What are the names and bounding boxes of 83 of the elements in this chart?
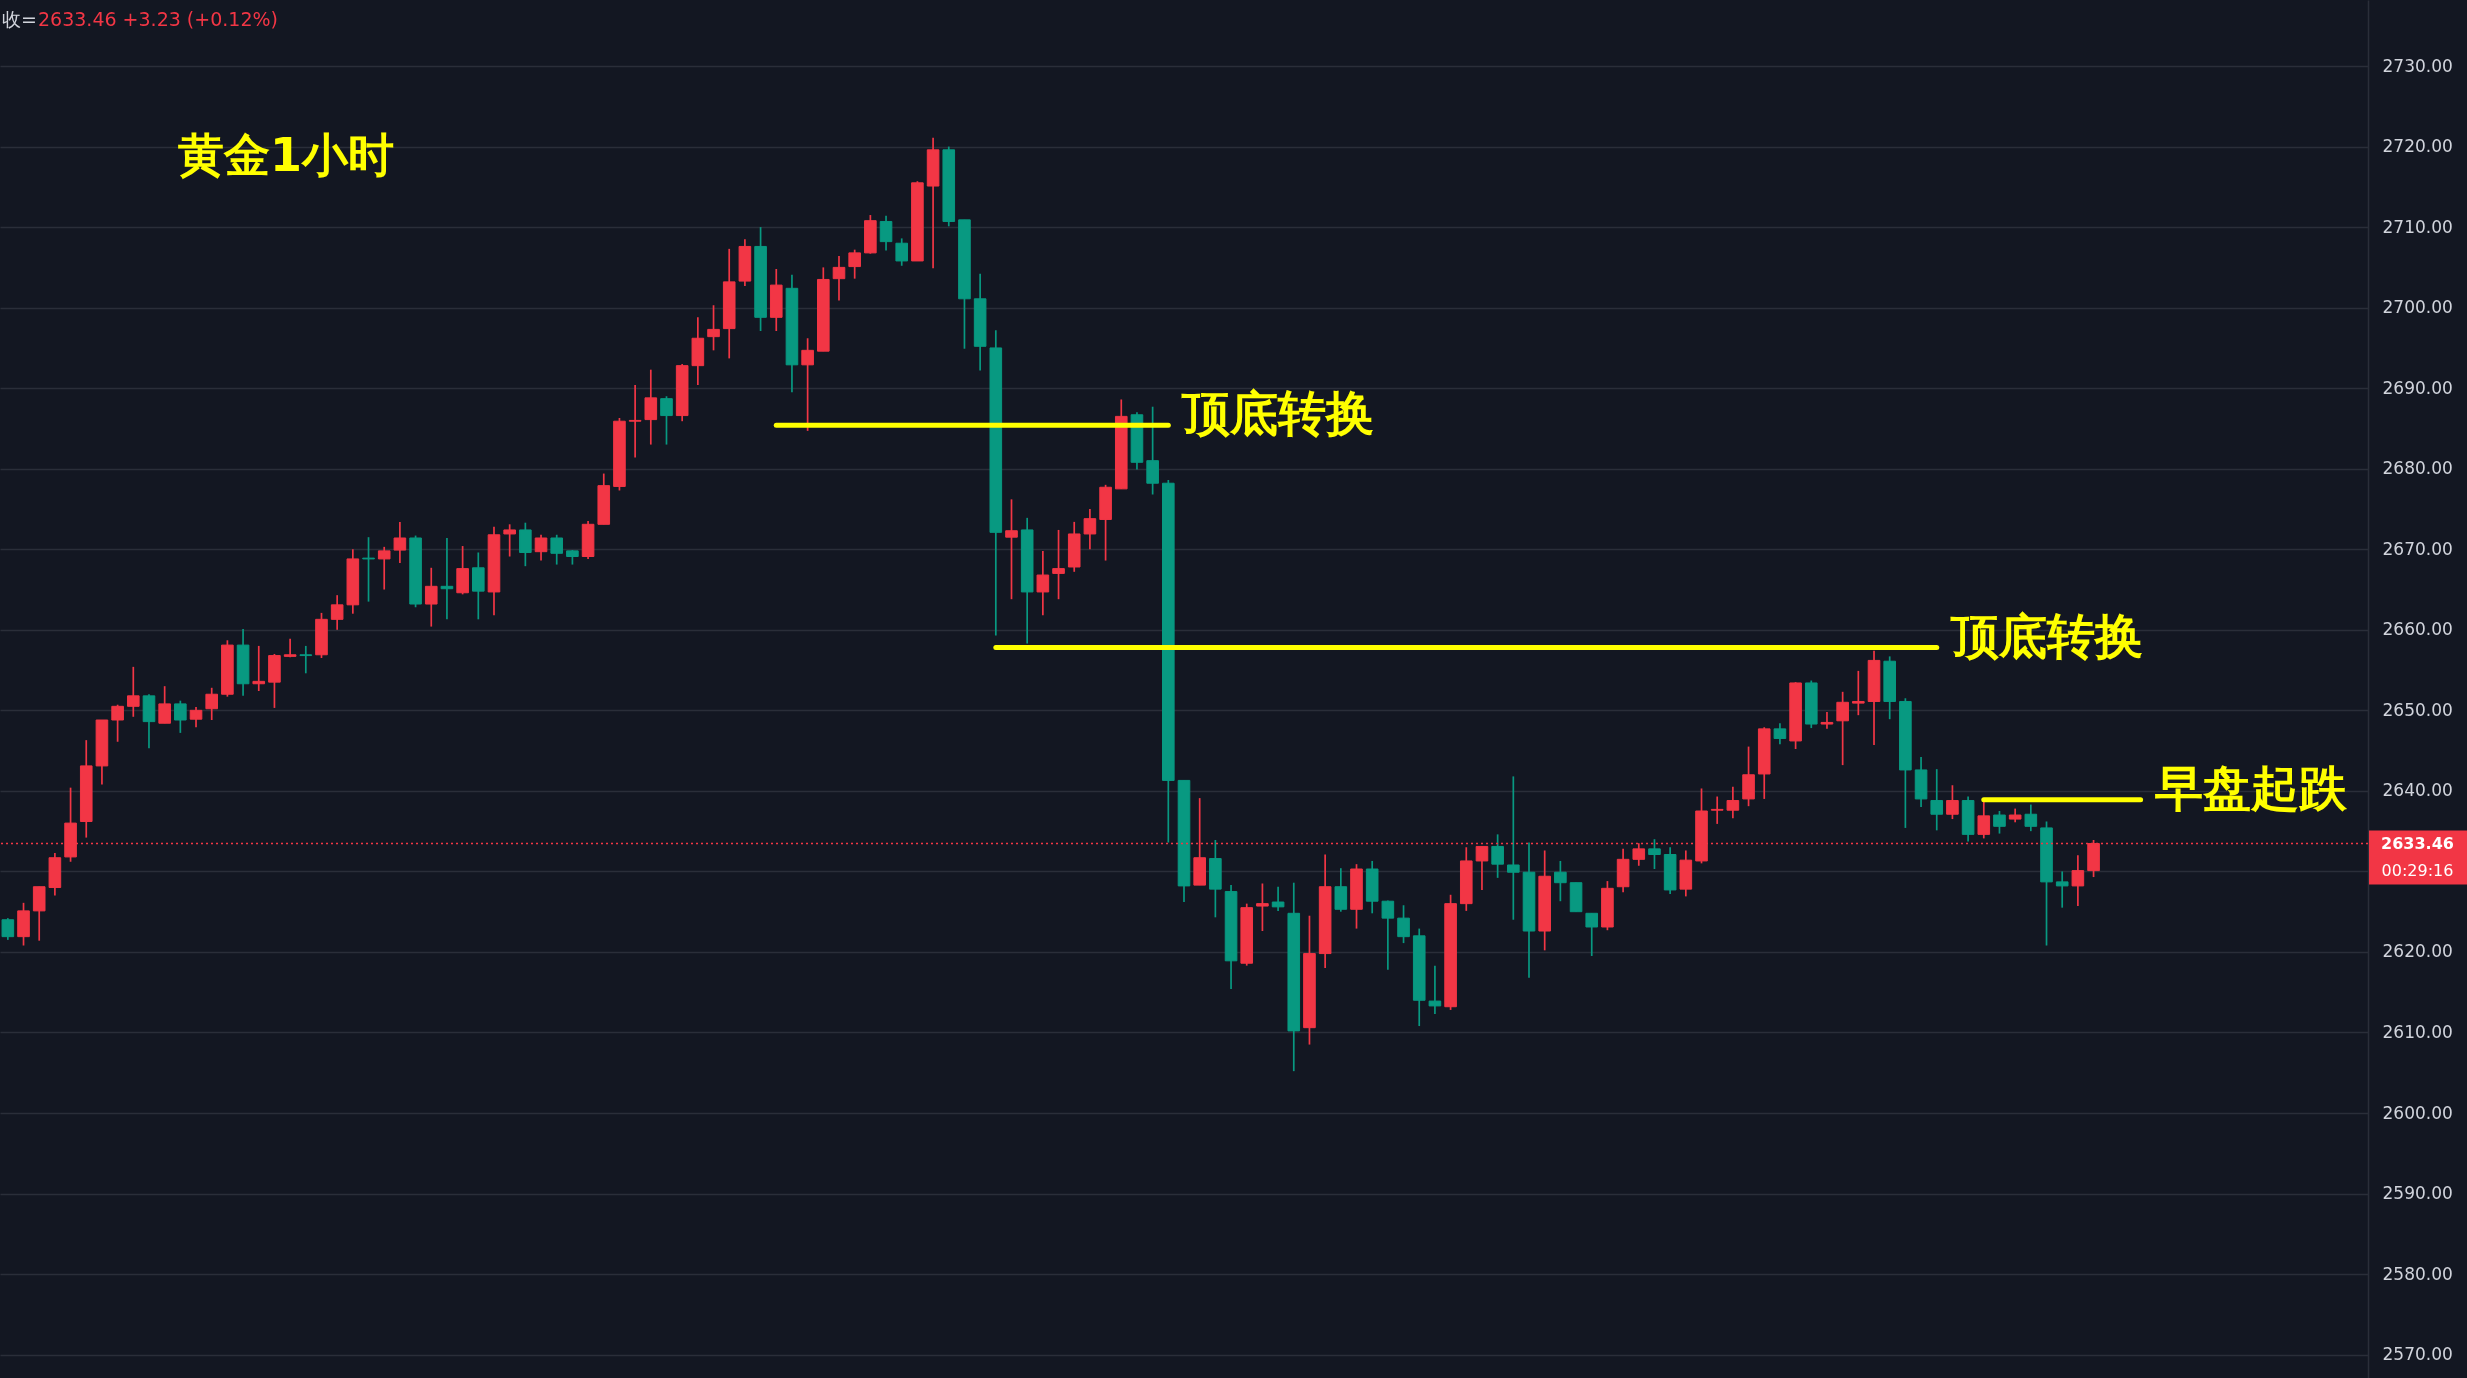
y-tick-label: 2670.00 xyxy=(2382,538,2453,559)
candlestick xyxy=(1773,722,1787,746)
candlestick xyxy=(519,521,532,568)
candlestick xyxy=(1977,799,1991,840)
candlestick xyxy=(1491,833,1504,879)
candlestick xyxy=(362,536,375,603)
candlestick xyxy=(1381,899,1395,971)
candlestick xyxy=(158,685,171,725)
candlestick xyxy=(879,214,893,252)
candlestick xyxy=(393,521,407,564)
y-tick-label: 2690.00 xyxy=(2382,377,2453,398)
y-tick-label: 2640.00 xyxy=(2382,780,2453,801)
candlestick xyxy=(1852,670,1865,717)
candlestick xyxy=(174,699,187,734)
annotation: 收= xyxy=(2,8,37,30)
candlestick xyxy=(534,533,548,562)
candlestick xyxy=(1836,690,1849,766)
y-tick-label: 2680.00 xyxy=(2382,458,2453,479)
candlestick xyxy=(1930,768,1944,832)
candlestick xyxy=(1256,882,1269,932)
candlestick xyxy=(2055,870,2069,909)
candlestick xyxy=(1710,795,1724,825)
candlestick xyxy=(424,566,438,628)
candlestick xyxy=(1146,405,1159,496)
y-tick-label: 2570.00 xyxy=(2382,1344,2453,1365)
candlestick xyxy=(252,645,266,692)
candlestick xyxy=(1334,867,1348,913)
candlestick xyxy=(1648,838,1661,870)
candlestick xyxy=(848,248,861,280)
candlestick xyxy=(895,237,909,267)
ref-line-label: 2633.46 xyxy=(2381,833,2454,853)
candlestick xyxy=(189,706,203,729)
series-label: 顶底转换 xyxy=(1181,385,1375,442)
candlestick xyxy=(644,368,658,446)
candlestick xyxy=(472,551,485,621)
y-tick-label: 2600.00 xyxy=(2382,1102,2453,1123)
series-label: 早盘起跌 xyxy=(2153,759,2348,816)
candlestick xyxy=(801,337,814,432)
candlestick xyxy=(1475,845,1489,891)
candlestick xyxy=(1554,860,1567,903)
candlestick xyxy=(127,666,140,718)
candlestick xyxy=(1507,775,1520,921)
candlestick xyxy=(2071,854,2085,907)
annotation: 2633.46 +3.23 (+0.12%) xyxy=(38,8,278,30)
candlestick xyxy=(1993,810,2006,835)
candlestick xyxy=(1036,550,1050,617)
candlestick xyxy=(832,255,846,302)
text: 00:29:16 xyxy=(2381,860,2454,880)
candlestick xyxy=(1726,786,1740,820)
candlestick xyxy=(377,546,391,591)
candlestick xyxy=(707,304,720,352)
y-tick-label: 2610.00 xyxy=(2382,1021,2453,1042)
candlestick xyxy=(1428,964,1442,1015)
candlestick xyxy=(1005,498,1018,601)
series-label: 顶底转换 xyxy=(1949,607,2143,664)
y-tick-label: 2710.00 xyxy=(2382,216,2453,237)
text: 黄金1小时 xyxy=(178,128,395,182)
y-tick-label: 2720.00 xyxy=(2382,136,2453,157)
y-tick-label: 2730.00 xyxy=(2382,55,2453,76)
candlestick xyxy=(1271,885,1285,912)
candlestick xyxy=(503,523,516,558)
y-tick-label: 2650.00 xyxy=(2382,699,2453,720)
candlestick xyxy=(660,395,673,446)
candlestick xyxy=(1946,784,1959,820)
y-tick-label: 2580.00 xyxy=(2382,1263,2453,1284)
y-tick-label: 2700.00 xyxy=(2382,297,2453,318)
y-tick-label: 2660.00 xyxy=(2382,619,2453,640)
candlestick xyxy=(111,703,124,743)
candlestick xyxy=(330,594,344,631)
candlestick xyxy=(1,917,15,941)
candlestick xyxy=(550,533,564,566)
candlestick xyxy=(1585,912,1599,957)
candlestick xyxy=(1397,904,1410,944)
candlestick xyxy=(1052,529,1065,601)
y-tick-label: 2620.00 xyxy=(2382,941,2453,962)
candlestick xyxy=(628,384,642,459)
candlestick xyxy=(1083,508,1097,551)
candlestick xyxy=(299,645,313,675)
candlestick xyxy=(205,686,219,721)
candlestick xyxy=(440,537,454,621)
y-tick-label: 2590.00 xyxy=(2382,1183,2453,1204)
candlestick xyxy=(2024,803,2038,832)
candlestick xyxy=(1820,711,1834,730)
